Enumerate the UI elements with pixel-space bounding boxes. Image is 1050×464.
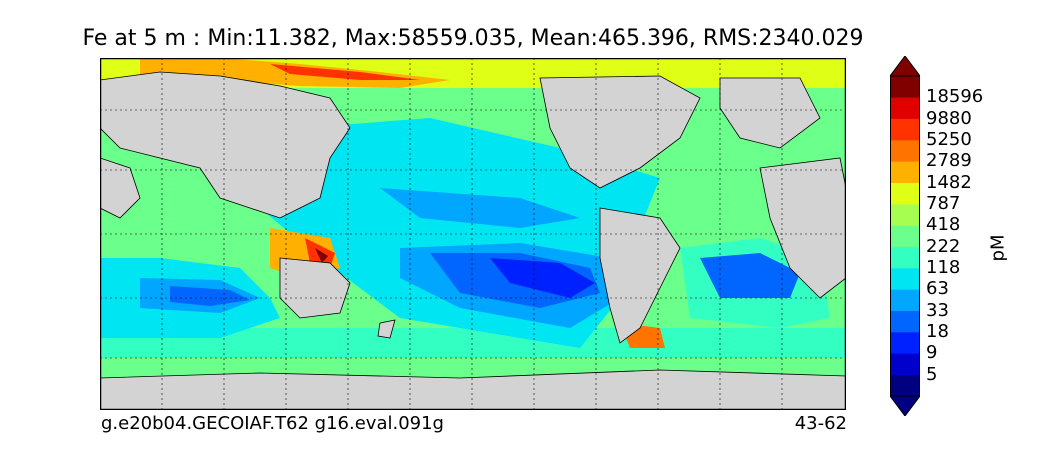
colorbar-tick-label: 63 bbox=[926, 278, 949, 300]
colorbar-tick-label: 18 bbox=[926, 321, 949, 342]
south-atlantic-gyre bbox=[700, 253, 800, 298]
map-panel bbox=[100, 58, 846, 410]
colorbar bbox=[890, 56, 920, 416]
africa-west-land bbox=[759, 157, 846, 299]
eurasia-land bbox=[100, 71, 351, 219]
antarctica-land bbox=[100, 369, 846, 410]
colorbar-max-arrow bbox=[890, 56, 920, 77]
colorbar-tick-label: 5 bbox=[926, 363, 938, 385]
new-zealand-land bbox=[377, 319, 396, 339]
colorbar-segment bbox=[890, 161, 920, 183]
case-name-label: g.e20b04.GECOIAF.T62 g16.eval.091g bbox=[101, 413, 444, 434]
map-border bbox=[100, 58, 846, 410]
north-america-land bbox=[539, 75, 701, 189]
colorbar-min-arrow bbox=[890, 395, 920, 416]
colorbar-segment bbox=[890, 374, 920, 397]
colorbar-segment bbox=[890, 118, 920, 141]
south-pacific-core bbox=[490, 258, 595, 298]
map-title: Fe at 5 m : Min:11.382, Max:58559.035, M… bbox=[82, 26, 864, 51]
colorbar-segment bbox=[890, 246, 920, 269]
colorbar-segment bbox=[890, 289, 920, 311]
years-label: 43-62 bbox=[794, 413, 847, 434]
colorbar-tick-label: 1482 bbox=[926, 171, 972, 193]
colorbar-tick-label: 222 bbox=[926, 235, 961, 257]
land-masses bbox=[100, 71, 846, 410]
colorbar-segment bbox=[890, 225, 920, 247]
colorbar-tick-label: 2789 bbox=[926, 150, 972, 172]
arctic-iron-peak bbox=[270, 64, 420, 80]
colorbar-segment bbox=[890, 140, 920, 162]
colorbar-segment bbox=[890, 268, 920, 290]
colorbar-segment bbox=[890, 76, 920, 98]
map-canvas bbox=[100, 58, 846, 410]
colorbar-tick-label: 5250 bbox=[926, 129, 972, 150]
south-america-land bbox=[599, 207, 681, 344]
maritime-hotspot-peak bbox=[315, 248, 328, 263]
colorbar-tick-label: 9880 bbox=[926, 107, 972, 129]
colorbar-segment bbox=[890, 182, 920, 205]
colorbar-segment bbox=[890, 204, 920, 226]
africa-east-land bbox=[100, 157, 141, 219]
north-pacific-gyre bbox=[380, 188, 580, 228]
colorbar-tick-label: 33 bbox=[926, 299, 949, 321]
graticule bbox=[100, 58, 846, 410]
colorbar-segment bbox=[890, 332, 920, 354]
colorbar-tick-label: 787 bbox=[926, 193, 961, 214]
colorbar-segment bbox=[890, 353, 920, 375]
colorbar-units-label: pM bbox=[987, 234, 1009, 262]
colorbar-tick-label: 9 bbox=[926, 342, 938, 364]
colorbar-segment bbox=[890, 97, 920, 119]
indian-gyre-core bbox=[170, 286, 250, 306]
colorbar-border bbox=[890, 75, 920, 397]
colorbar-tick-label: 118 bbox=[926, 257, 961, 278]
colorbar-segment bbox=[890, 310, 920, 333]
colorbar-tick-label: 418 bbox=[926, 214, 961, 236]
colorbar-tick-label: 18596 bbox=[926, 86, 984, 108]
